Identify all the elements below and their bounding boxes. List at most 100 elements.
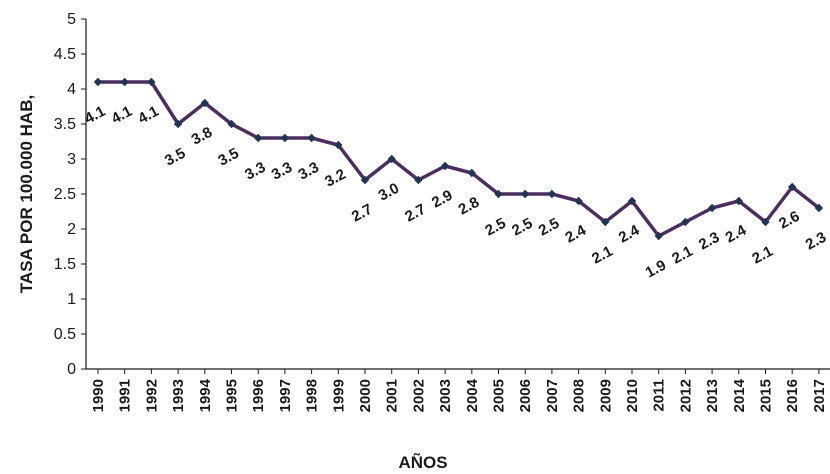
- data-point: [307, 133, 316, 143]
- data-label: 3.0: [376, 180, 402, 205]
- y-tick-label: 0.5: [54, 326, 76, 343]
- x-tick-label: 2008: [571, 379, 588, 412]
- x-tick-label: 2006: [517, 379, 534, 412]
- x-tick-label: 2012: [677, 379, 694, 412]
- data-label: 2.5: [482, 215, 508, 240]
- data-point: [734, 196, 743, 206]
- data-label: 3.3: [295, 159, 321, 184]
- data-point: [494, 189, 503, 199]
- data-point: [574, 196, 583, 206]
- data-label: 3.8: [189, 124, 215, 149]
- data-labels: 4.1 4.1 4.13.53.83.53.3 3.3 3.3 3.22.73.02.72…: [82, 103, 829, 282]
- data-point: [707, 203, 717, 213]
- data-point: [467, 168, 476, 178]
- data-point: [334, 140, 343, 150]
- x-tick-label: 1990: [90, 379, 107, 412]
- x-tick-label: 2007: [544, 379, 561, 412]
- data-label: 2.4: [562, 221, 589, 246]
- data-label: 1.9: [643, 257, 669, 282]
- x-tick-label: 1995: [224, 379, 241, 412]
- y-tick-label: 4: [67, 81, 76, 98]
- data-label: 3.5: [215, 145, 241, 170]
- x-tick-label: 2009: [597, 379, 614, 412]
- data-label: 2.3: [803, 229, 829, 254]
- data-label: 2.5: [536, 215, 562, 240]
- data-point: [414, 175, 423, 185]
- x-tick-label: 2002: [410, 379, 427, 412]
- data-point: [360, 175, 370, 185]
- x-tick-label: 2017: [811, 379, 828, 412]
- data-label: 2.3: [696, 229, 722, 254]
- data-point-markers: [93, 77, 824, 241]
- data-label: 2.5: [509, 215, 535, 240]
- data-label: 4.1: [109, 103, 135, 128]
- data-point: [654, 231, 663, 241]
- data-point: [227, 119, 236, 129]
- x-axis-ticks: 1990 1991 1992 1993 1994 1995 1996 1997 1998 1999…: [90, 369, 828, 412]
- data-point: [761, 217, 770, 227]
- data-label: 4.1: [135, 103, 161, 128]
- x-axis-title: AÑOS: [398, 452, 447, 472]
- x-tick-label: 2013: [704, 379, 721, 412]
- y-tick-label: 3: [67, 151, 76, 168]
- x-tick-label: 2004: [464, 378, 481, 412]
- x-tick-label: 1997: [277, 379, 294, 412]
- y-tick-label: 1.5: [54, 256, 76, 273]
- data-label: 3.3: [269, 159, 295, 184]
- x-tick-label: 2001: [384, 379, 401, 412]
- data-label: 3.5: [162, 145, 188, 170]
- data-point: [93, 77, 103, 87]
- x-tick-label: 1998: [304, 379, 321, 412]
- x-tick-label: 1993: [170, 379, 187, 412]
- data-label: 2.7: [402, 201, 428, 226]
- y-tick-label: 2: [67, 221, 76, 238]
- data-label: 2.1: [669, 243, 695, 268]
- x-tick-label: 2014: [731, 378, 748, 412]
- x-tick-label: 1994: [197, 378, 214, 412]
- data-label: 2.7: [349, 201, 375, 226]
- data-point: [627, 196, 637, 206]
- data-point: [200, 98, 209, 108]
- x-tick-label: 2016: [784, 379, 801, 412]
- data-label: 2.8: [456, 194, 482, 219]
- x-tick-label: 2000: [357, 379, 374, 412]
- data-point: [601, 217, 610, 227]
- y-tick-label: 0: [67, 361, 76, 378]
- x-tick-label: 1999: [330, 379, 347, 412]
- x-tick-label: 1992: [143, 379, 160, 412]
- data-point: [814, 203, 824, 213]
- x-tick-label: 2010: [624, 379, 641, 412]
- data-point: [280, 133, 290, 143]
- data-label: 2.1: [589, 243, 615, 268]
- y-tick-label: 3.5: [54, 116, 76, 133]
- data-point: [440, 161, 450, 171]
- data-label: 2.9: [429, 187, 455, 212]
- data-label: 2.4: [616, 221, 643, 246]
- series-line: [98, 80, 820, 238]
- x-tick-label: 2015: [758, 379, 775, 412]
- y-axis-ticks: 0 0.5 1 1.5 2 2.5 3 3.5 4 4.5 5: [54, 11, 86, 378]
- x-tick-label: 2005: [491, 379, 508, 412]
- data-point: [788, 182, 797, 192]
- data-label: 2.6: [776, 208, 802, 233]
- y-tick-label: 2.5: [54, 186, 76, 203]
- data-point: [387, 154, 396, 164]
- y-tick-label: 4.5: [54, 46, 76, 63]
- x-tick-label: 2011: [651, 379, 668, 412]
- data-label: 2.1: [749, 243, 775, 268]
- data-point: [521, 189, 530, 199]
- data-point: [681, 217, 690, 227]
- data-point: [120, 77, 129, 87]
- data-point: [547, 189, 557, 199]
- data-label: 2.4: [723, 221, 750, 246]
- y-tick-label: 5: [67, 11, 76, 28]
- x-tick-label: 1991: [117, 379, 134, 412]
- x-tick-label: 1996: [250, 379, 267, 412]
- data-point: [254, 133, 263, 143]
- y-tick-label: 1: [67, 291, 76, 308]
- x-tick-label: 2003: [437, 379, 454, 412]
- y-axis-title: TASA POR 100.000 HAB,: [17, 95, 36, 293]
- data-point: [147, 77, 156, 87]
- data-point: [173, 119, 183, 129]
